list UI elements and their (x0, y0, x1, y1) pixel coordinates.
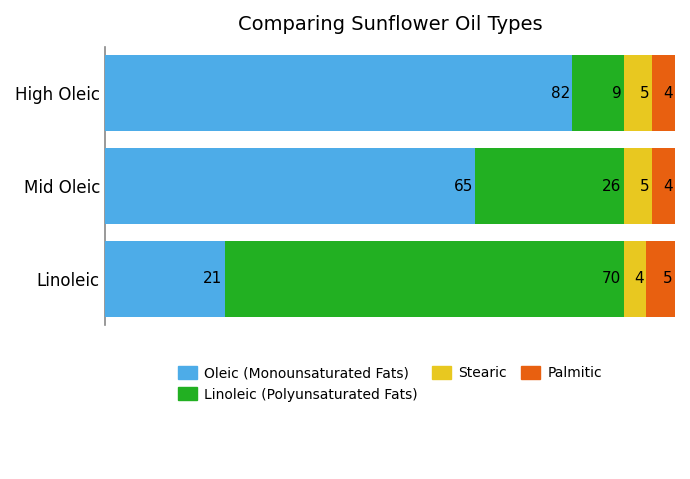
Bar (624, 148, 652, 224)
Bar (105, 241, 224, 317)
Bar (475, 148, 624, 224)
Bar (647, 241, 675, 317)
Bar (652, 148, 675, 224)
Bar (105, 148, 475, 224)
Bar (624, 55, 652, 131)
Text: 5: 5 (640, 86, 650, 101)
Legend: Oleic (Monounsaturated Fats), Linoleic (Polyunsaturated Fats), Stearic, Palmitic: Oleic (Monounsaturated Fats), Linoleic (… (172, 360, 607, 407)
Title: Comparing Sunflower Oil Types: Comparing Sunflower Oil Types (237, 15, 542, 34)
Text: 70: 70 (602, 272, 622, 286)
Text: 4: 4 (635, 272, 644, 286)
Text: 82: 82 (551, 86, 570, 101)
Bar (624, 241, 647, 317)
Text: 4: 4 (663, 179, 673, 194)
Text: 4: 4 (663, 86, 673, 101)
Text: 9: 9 (611, 86, 622, 101)
Text: 5: 5 (640, 179, 650, 194)
Text: 26: 26 (602, 179, 622, 194)
Text: 21: 21 (203, 272, 222, 286)
Bar (573, 55, 624, 131)
Text: 5: 5 (663, 272, 673, 286)
Bar (652, 55, 675, 131)
Bar (105, 55, 573, 131)
Bar (224, 241, 624, 317)
Text: 65: 65 (454, 179, 473, 194)
